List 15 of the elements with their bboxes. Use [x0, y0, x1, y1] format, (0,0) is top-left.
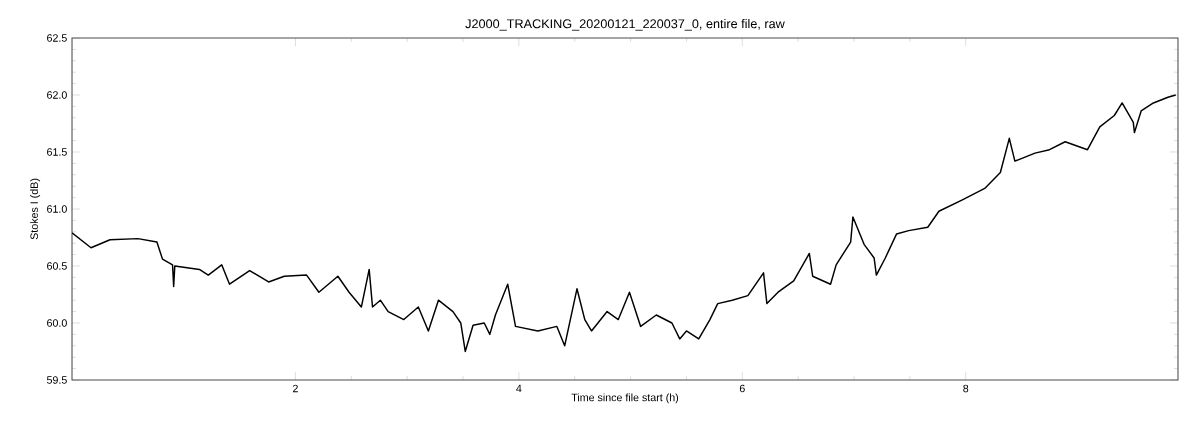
line-series: [72, 94, 1177, 353]
x-tick-label: 6: [739, 384, 745, 393]
y-tick-label: 59.5: [46, 376, 67, 384]
y-tick-label: 60.5: [47, 262, 67, 270]
y-tick-label: 61.5: [47, 148, 67, 156]
y-tick-label: 60.0: [47, 319, 67, 327]
y-axis-title: Stokes I (dB): [30, 178, 41, 240]
x-tick-label: 4: [516, 384, 522, 393]
x-axis-title: Time since file start (h): [571, 393, 679, 404]
y-tick-label: 61.0: [47, 205, 67, 213]
y-tick-label: 62.0: [47, 91, 67, 99]
x-tick-label: 8: [963, 384, 969, 393]
y-tick-label: 62.5: [47, 34, 67, 42]
chart-title: J2000_TRACKING_20200121_220037_0, entire file, raw: [465, 18, 785, 31]
x-tick-label: 2: [293, 384, 298, 393]
